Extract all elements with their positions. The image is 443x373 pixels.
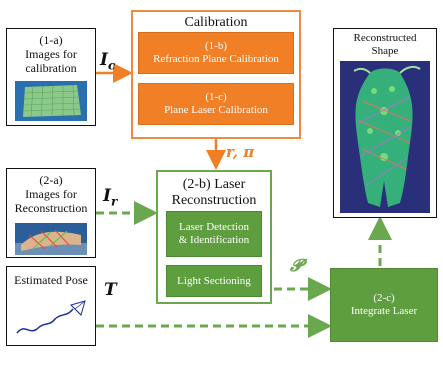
refraction-plane-calibration-tag: (1-b) (205, 40, 227, 52)
reconstructed-shape-label-2: Shape (371, 45, 399, 57)
symbol-ic: Ic (100, 50, 115, 72)
reconstruction-image-thumbnail (15, 223, 87, 255)
reconstructed-shape-box: Reconstructed Shape (333, 28, 437, 218)
laser-reconstruction-title-2: Reconstruction (171, 193, 257, 208)
refraction-plane-calibration-label: Refraction Plane Calibration (153, 53, 279, 65)
estimated-pose-box: Estimated Pose (6, 266, 96, 346)
symbol-ic-main: I (100, 50, 108, 70)
integrate-laser-label: Integrate Laser (350, 305, 418, 317)
laser-detection-label-2: & Identification (178, 234, 250, 246)
symbol-r-pi: r, π (226, 143, 255, 161)
plane-laser-calibration-box: (1-c) Plane Laser Calibration (138, 83, 294, 125)
pose-trajectory-plot (16, 300, 86, 334)
light-sectioning-box: Light Sectioning (166, 265, 262, 297)
laser-reconstruction-title-1: (2-b) Laser (182, 177, 246, 192)
plane-laser-calibration-tag: (1-c) (205, 91, 227, 103)
refraction-plane-calibration-box: (1-b) Refraction Plane Calibration (138, 32, 294, 74)
integrate-laser-tag: (2-c) (373, 292, 395, 304)
calibration-images-label-2: calibration (25, 61, 77, 75)
symbol-p: 𝓟 (290, 256, 303, 276)
calibration-images-label-1: Images for (25, 47, 77, 61)
light-sectioning-label: Light Sectioning (177, 274, 251, 287)
symbol-ir: Ir (103, 186, 117, 208)
calibration-title: Calibration (184, 15, 248, 30)
reconstruction-images-tag: (2-a) (39, 173, 63, 187)
symbol-ir-sub: r (110, 194, 118, 209)
reconstruction-images-box: (2-a) Images for Reconstruction (6, 168, 96, 258)
symbol-ic-sub: c (107, 58, 116, 73)
reconstruction-images-label-2: Reconstruction (14, 201, 88, 215)
plane-laser-calibration-label: Plane Laser Calibration (164, 104, 268, 116)
symbol-t: T (104, 280, 117, 300)
symbol-ir-main: I (103, 186, 111, 206)
laser-detection-label-1: Laser Detection (179, 221, 249, 233)
laser-detection-box: Laser Detection & Identification (166, 211, 262, 257)
reconstructed-shape-label-1: Reconstructed (353, 32, 417, 44)
calibration-images-tag: (1-a) (39, 33, 63, 47)
estimated-pose-label: Estimated Pose (14, 273, 88, 287)
calibration-image-thumbnail (15, 81, 87, 121)
integrate-laser-box: (2-c) Integrate Laser (330, 268, 438, 342)
calibration-images-box: (1-a) Images for calibration (6, 28, 96, 126)
reconstructed-shape-render (340, 61, 430, 213)
reconstruction-images-label-1: Images for (25, 187, 77, 201)
